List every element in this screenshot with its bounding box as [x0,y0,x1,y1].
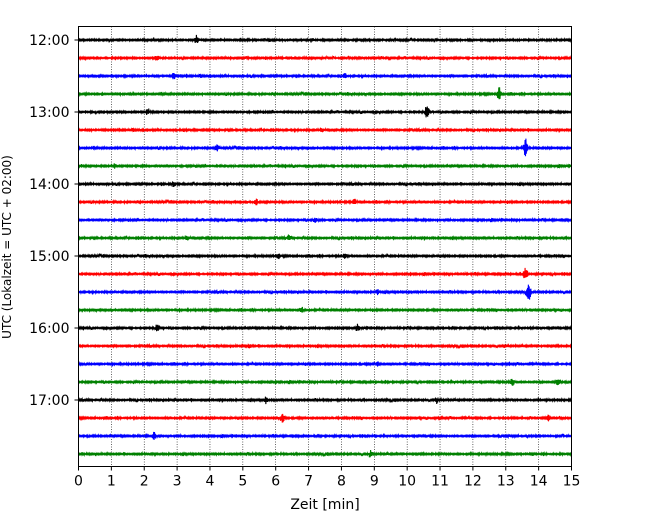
trace-line-16:00 [78,323,573,332]
x-tick-label: 5 [238,474,247,490]
y-axis-label: UTC (Lokalzeit = UTC + 02:00) [0,155,14,339]
x-axis: 0 1 2 3 4 5 6 7 8 9 10 11 12 13 14 15 [74,466,581,490]
grid-lines [111,26,539,467]
traces [77,34,573,458]
x-tick-label: 15 [563,474,581,490]
x-tick-label: 0 [74,474,83,490]
trace-line-15:30 [78,284,573,300]
trace-line-13:15 [77,126,572,134]
x-tick-label: 12 [464,474,482,490]
x-axis-label: Zeit [min] [290,497,359,513]
x-tick-label: 1 [107,474,116,490]
x-tick-label: 14 [530,474,548,490]
x-tick-label: 11 [431,474,449,490]
trace-line-17:30 [77,431,573,440]
x-tick-label: 8 [337,474,346,490]
x-tick-label: 4 [206,474,215,490]
x-tick-label: 13 [497,474,515,490]
y-tick-label: 14:00 [29,177,69,193]
y-tick-label: 15:00 [29,249,69,265]
y-tick-label: 17:00 [29,393,69,409]
trace-line-17:15 [77,413,572,423]
y-tick-label: 12:00 [29,33,69,49]
x-tick-label: 7 [304,474,313,490]
trace-line-12:45 [78,87,573,100]
x-tick-label: 3 [173,474,182,490]
trace-line-15:45 [77,306,573,314]
trace-line-13:00 [77,106,572,118]
x-tick-label: 9 [370,474,379,490]
y-axis: 12:00 13:00 14:00 15:00 16:00 17:00 [29,33,79,409]
trace-line-16:30 [77,360,573,368]
trace-line-13:45 [77,162,573,170]
trace-line-17:45 [77,450,572,458]
y-tick-label: 13:00 [29,105,69,121]
x-tick-label: 10 [398,474,416,490]
trace-line-17:00 [77,396,572,405]
trace-line-14:45 [78,234,572,242]
trace-line-13:30 [77,138,573,157]
trace-line-16:15 [77,342,572,350]
trace-line-12:30 [77,72,572,80]
x-tick-label: 6 [271,474,280,490]
trace-line-15:15 [78,267,573,279]
plot-frame [78,26,572,467]
trace-line-14:30 [77,216,573,224]
trace-line-12:00 [77,34,572,44]
trace-line-16:45 [78,378,573,386]
trace-line-12:15 [77,54,572,62]
trace-line-14:15 [78,198,573,206]
y-tick-label: 16:00 [29,321,69,337]
trace-line-14:00 [77,180,573,188]
trace-line-15:00 [78,252,573,260]
x-tick-label: 2 [140,474,149,490]
